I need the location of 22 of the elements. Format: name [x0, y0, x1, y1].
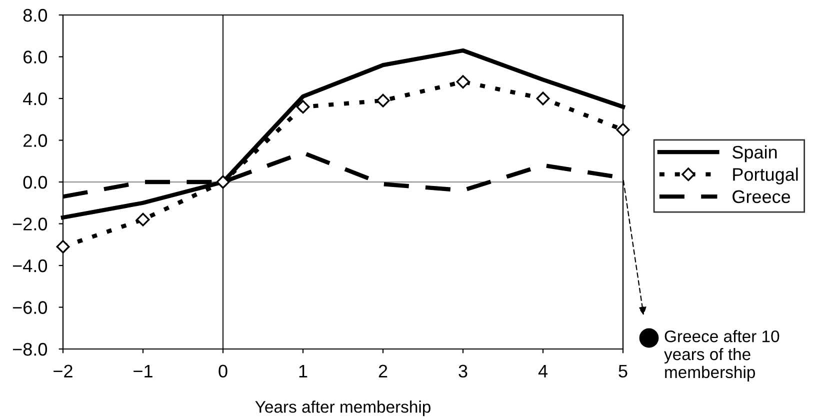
legend-label: Spain [732, 145, 777, 162]
text: Greece after 10 years of the membership [664, 330, 780, 382]
y-tick-label: −8.0 [12, 342, 48, 356]
y-tick-label: 8.0 [23, 8, 48, 22]
x-tick-label: 4 [538, 364, 548, 378]
y-tick-label: −6.0 [12, 301, 48, 314]
x-tick-label: 2 [378, 364, 388, 378]
y-tick-label: −4.0 [12, 259, 48, 272]
y-tick-label: 6.0 [24, 50, 48, 64]
x-tick-label: 5 [618, 364, 628, 378]
x-tick-label: −1 [134, 364, 152, 378]
y-tick-label: 2.0 [24, 134, 48, 147]
legend-label: Greece [732, 190, 790, 204]
x-tick-label: 1 [299, 364, 308, 378]
y-tick-label: −2.0 [12, 218, 48, 230]
x-tick-label: 0 [218, 364, 228, 378]
x-tick-label: −2 [54, 364, 72, 378]
y-tick-label: 0.0 [23, 176, 48, 189]
legend-label: Portugal [733, 168, 798, 184]
y-tick-label: 4.0 [23, 92, 48, 106]
x-tick-label: 3 [458, 364, 468, 378]
x-axis-title: Years after membership [255, 400, 430, 416]
